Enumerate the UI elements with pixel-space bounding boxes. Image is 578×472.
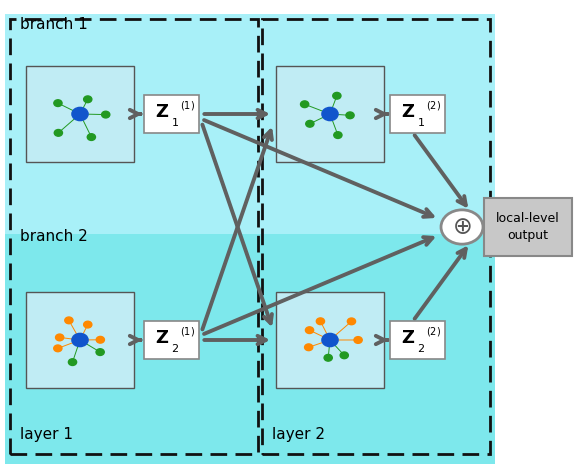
Circle shape [305,344,313,351]
FancyBboxPatch shape [391,321,446,359]
FancyBboxPatch shape [144,95,199,133]
Text: $(2)$: $(2)$ [426,99,441,112]
FancyBboxPatch shape [391,95,446,133]
FancyBboxPatch shape [484,198,572,256]
Text: $(2)$: $(2)$ [426,325,441,338]
Circle shape [84,321,92,328]
Text: $\oplus$: $\oplus$ [452,215,472,239]
Circle shape [72,333,88,346]
Text: branch 1: branch 1 [20,17,88,32]
Circle shape [54,345,62,352]
Circle shape [54,100,62,107]
Circle shape [96,337,105,343]
Circle shape [87,134,95,141]
Text: $2$: $2$ [417,342,425,354]
Circle shape [306,120,314,127]
Circle shape [102,111,110,118]
FancyBboxPatch shape [276,292,384,388]
Text: $\mathbf{Z}$: $\mathbf{Z}$ [401,103,415,121]
Circle shape [441,210,483,244]
Circle shape [301,101,309,108]
Circle shape [72,108,88,121]
Text: layer 2: layer 2 [272,427,325,442]
Circle shape [68,359,77,365]
Circle shape [55,334,64,341]
FancyBboxPatch shape [26,292,134,388]
Circle shape [322,108,338,121]
Text: layer 1: layer 1 [20,427,73,442]
Text: $(1)$: $(1)$ [180,325,195,338]
Circle shape [334,132,342,138]
Circle shape [333,93,341,99]
Circle shape [65,317,73,324]
FancyBboxPatch shape [26,66,134,162]
Text: $\mathbf{Z}$: $\mathbf{Z}$ [401,329,415,347]
Circle shape [84,96,92,102]
FancyBboxPatch shape [276,66,384,162]
Text: local-level
output: local-level output [496,212,560,242]
Circle shape [347,318,355,325]
Text: $1$: $1$ [171,117,179,128]
Text: $1$: $1$ [417,117,425,128]
Circle shape [346,112,354,118]
Circle shape [54,129,62,136]
Circle shape [305,327,314,334]
Text: $\mathbf{Z}$: $\mathbf{Z}$ [155,103,169,121]
Circle shape [322,333,338,346]
Circle shape [354,337,362,343]
Text: $\mathbf{Z}$: $\mathbf{Z}$ [155,329,169,347]
Circle shape [324,354,332,361]
FancyBboxPatch shape [144,321,199,359]
Text: $2$: $2$ [171,342,179,354]
Text: $(1)$: $(1)$ [180,99,195,112]
Circle shape [340,352,349,359]
Circle shape [316,318,324,325]
Circle shape [96,349,104,355]
FancyBboxPatch shape [5,14,495,234]
FancyBboxPatch shape [5,14,495,464]
Text: branch 2: branch 2 [20,229,88,244]
